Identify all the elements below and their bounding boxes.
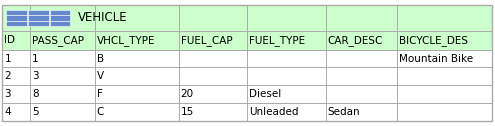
Text: F: F	[97, 89, 102, 99]
Bar	[50, 21, 70, 26]
Bar	[6, 15, 27, 21]
Text: VHCL_TYPE: VHCL_TYPE	[97, 35, 155, 45]
Text: 3: 3	[32, 71, 39, 81]
Bar	[28, 21, 49, 26]
Text: FUEL_CAP: FUEL_CAP	[181, 35, 232, 45]
Text: 2: 2	[4, 71, 11, 81]
Text: CAR_DESC: CAR_DESC	[328, 35, 383, 45]
Text: 3: 3	[4, 89, 11, 99]
Text: 20: 20	[181, 89, 194, 99]
Text: Sedan: Sedan	[328, 107, 360, 117]
Bar	[50, 15, 70, 21]
Bar	[6, 21, 27, 26]
Text: V: V	[97, 71, 104, 81]
Text: Diesel: Diesel	[248, 89, 281, 99]
Bar	[28, 15, 49, 21]
Text: Mountain Bike: Mountain Bike	[399, 54, 474, 64]
Bar	[28, 10, 49, 15]
Text: Unleaded: Unleaded	[248, 107, 298, 117]
Text: BICYCLE_DES: BICYCLE_DES	[399, 35, 468, 45]
Text: C: C	[97, 107, 104, 117]
Text: VEHICLE: VEHICLE	[77, 11, 127, 24]
Bar	[50, 10, 70, 15]
Bar	[2, 30, 493, 50]
Text: PASS_CAP: PASS_CAP	[32, 35, 84, 45]
Text: B: B	[97, 54, 104, 64]
Text: ID: ID	[4, 35, 15, 45]
Text: 8: 8	[32, 89, 39, 99]
Text: 4: 4	[4, 107, 11, 117]
Bar	[6, 10, 27, 15]
Text: 5: 5	[32, 107, 39, 117]
Text: 1: 1	[32, 54, 39, 64]
Text: 15: 15	[181, 107, 194, 117]
Text: FUEL_TYPE: FUEL_TYPE	[248, 35, 305, 45]
Text: 1: 1	[4, 54, 11, 64]
Bar	[2, 5, 493, 30]
